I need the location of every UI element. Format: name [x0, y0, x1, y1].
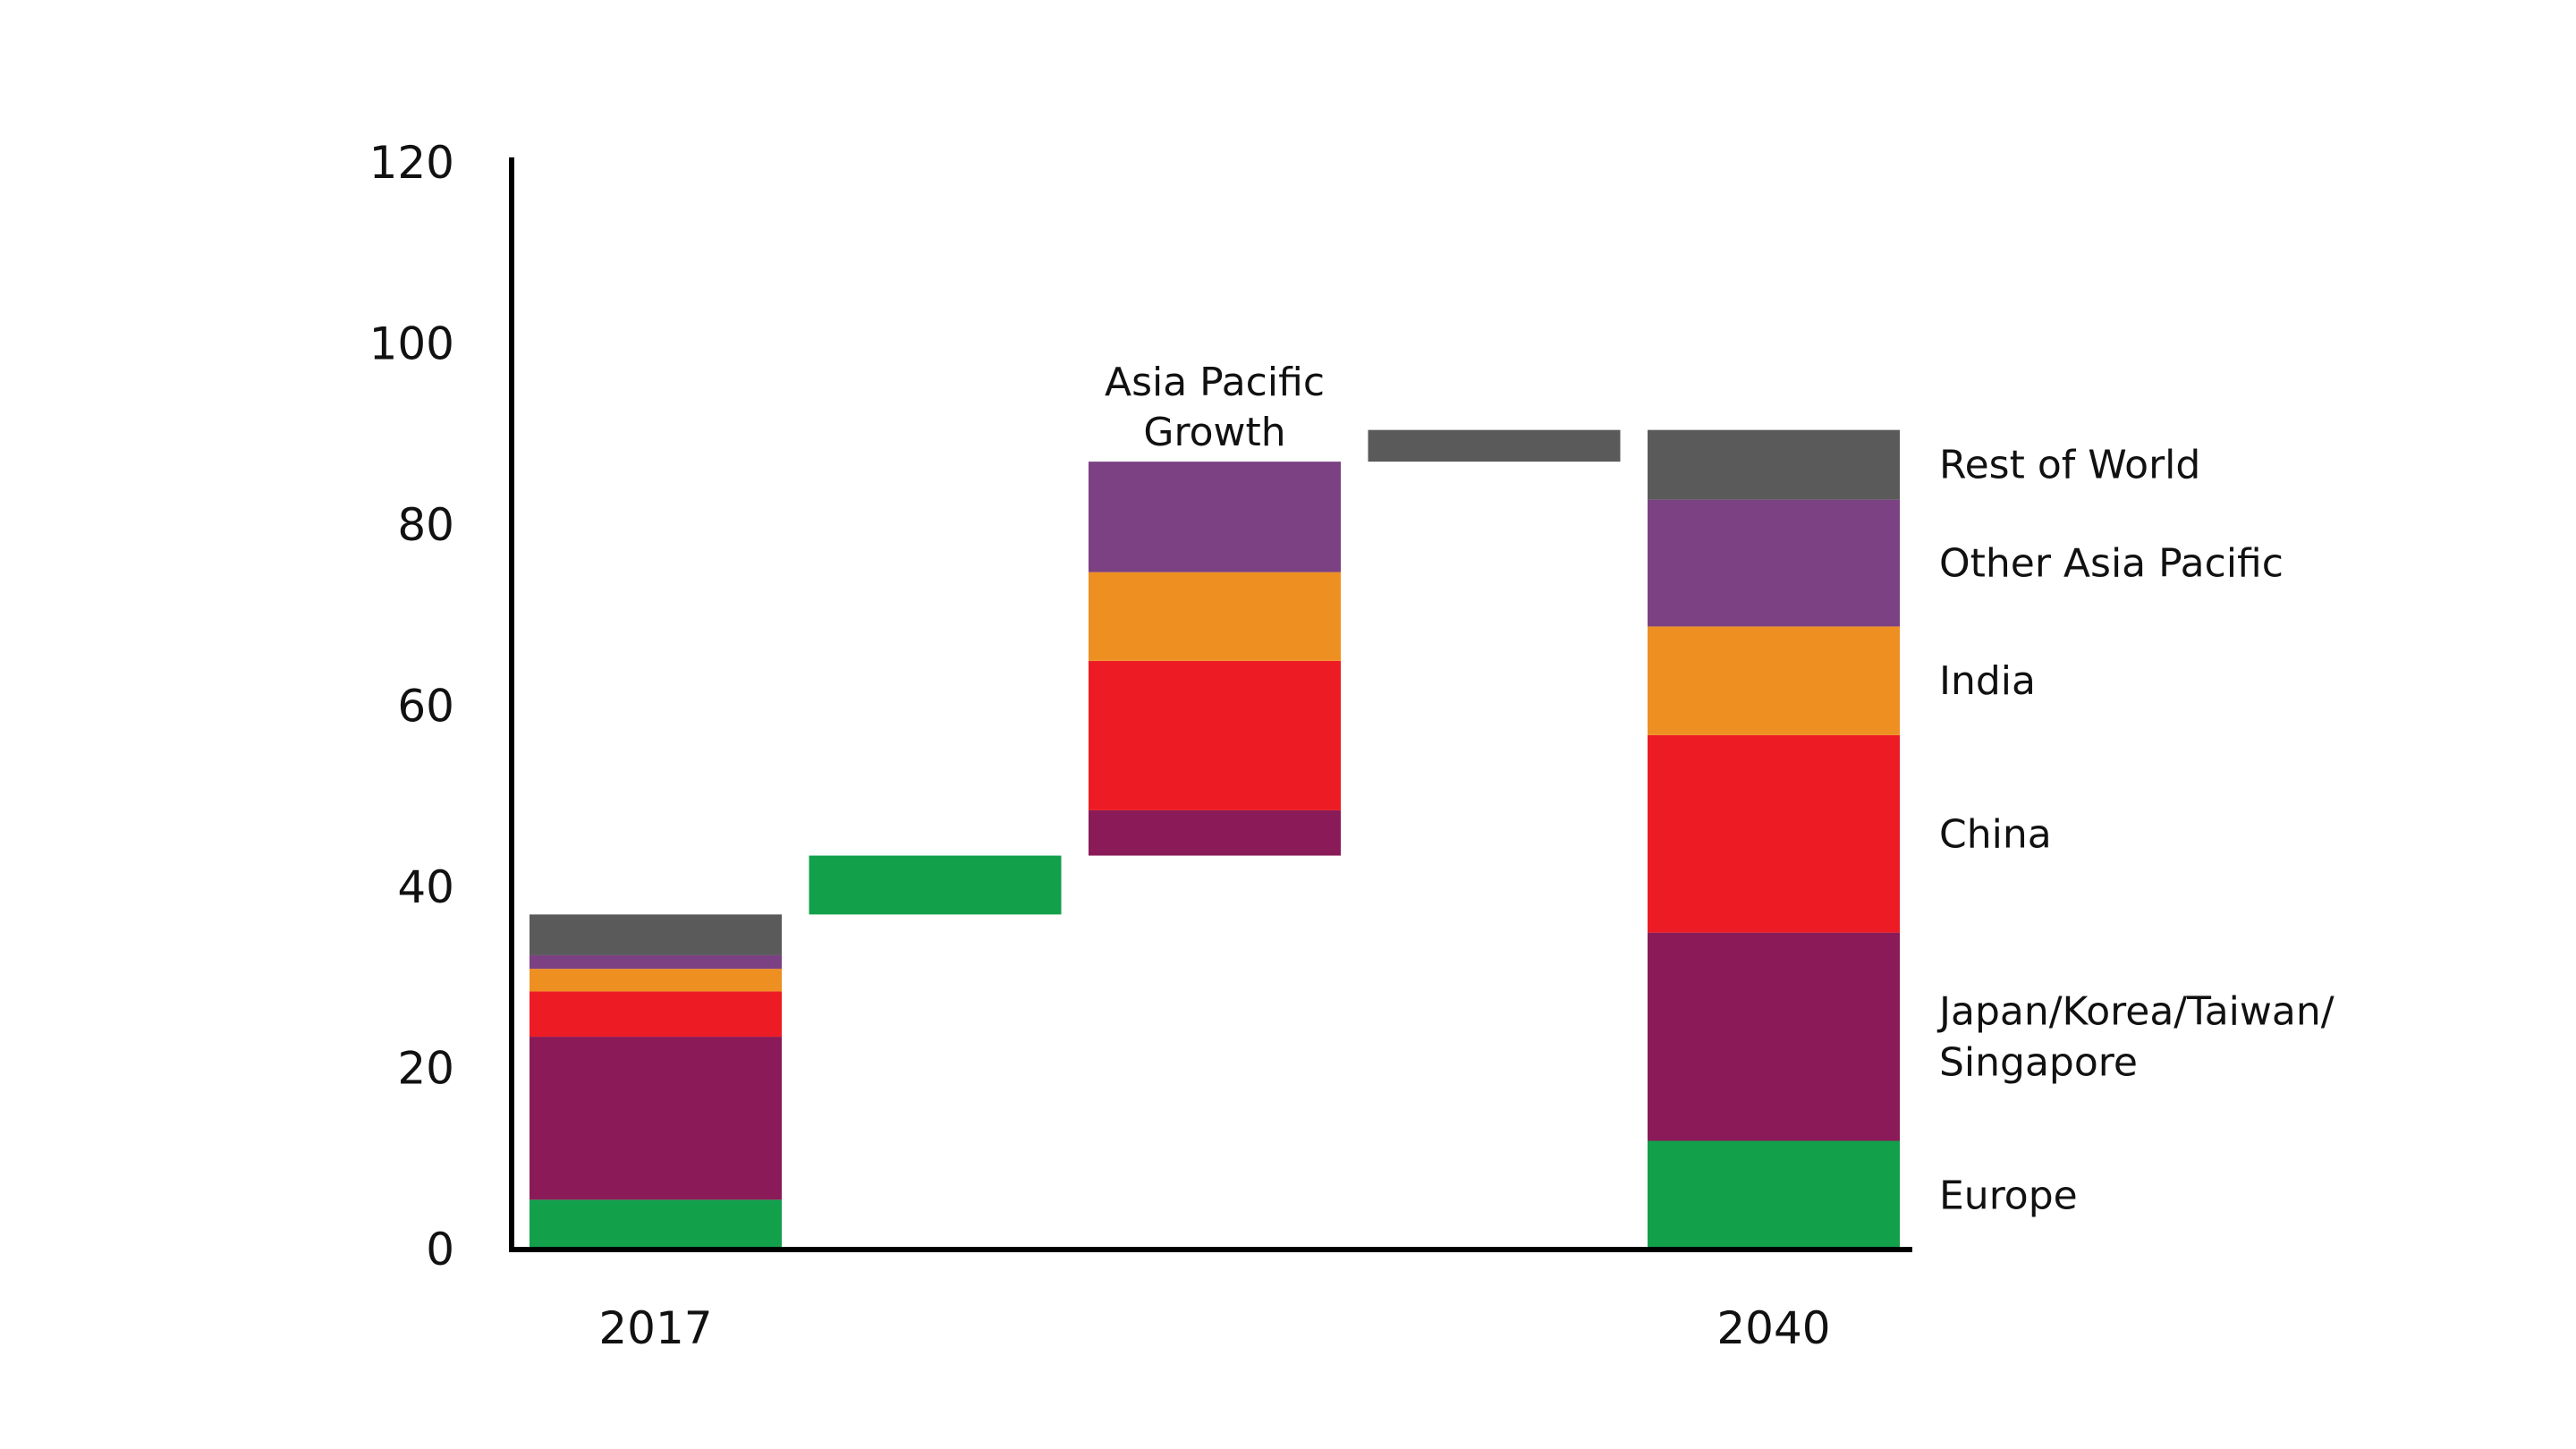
legend-label-other-asia-pacific: Other Asia Pacific [1939, 541, 2284, 587]
bar-segment-other-asia-pacific [530, 954, 782, 970]
legend-label-europe: Europe [1939, 1173, 2078, 1218]
bar-segment-other-asia-pacific [1089, 462, 1341, 572]
legend-label-line: India [1939, 658, 2036, 704]
bar-segment-rest-of-world [1648, 429, 1900, 500]
legend-label-line: Europe [1939, 1173, 2078, 1218]
y-tick-label: 0 [426, 1224, 454, 1275]
annotation-line: Asia Pacific [1105, 360, 1325, 405]
legend-label-line: Japan/Korea/Taiwan/ [1936, 989, 2334, 1035]
bar-segment-china [530, 991, 782, 1038]
x-category-label: 2017 [598, 1302, 712, 1354]
legend: Europe Japan/Korea/Taiwan/Singapore China I… [1936, 443, 2334, 1219]
y-tick-label: 120 [369, 137, 454, 189]
y-tick-label: 40 [397, 861, 454, 913]
y-tick-label: 80 [397, 499, 454, 551]
legend-label-line: Singapore [1939, 1040, 2138, 1086]
bar-segment-europe [1648, 1140, 1900, 1250]
bar-segment-rest-of-world [530, 914, 782, 955]
x-axis-labels: 2017 2040 [598, 1302, 1830, 1354]
bar-segment-india [530, 969, 782, 992]
annotation-line: Growth [1143, 410, 1285, 455]
asia-pacific-growth-annotation: Asia Pacific Growth [1105, 360, 1325, 455]
y-tick-label: 20 [397, 1043, 454, 1095]
legend-label-india: India [1939, 658, 2036, 704]
bar-segment-india [1648, 626, 1900, 735]
bar-segment-japan-korea-taiwan-singapore [1648, 932, 1900, 1141]
legend-label-japan-korea-taiwan-singapore: Japan/Korea/Taiwan/Singapore [1936, 989, 2334, 1086]
bar-segment-china [1648, 734, 1900, 933]
legend-label-line: Rest of World [1939, 443, 2200, 488]
bar-segment-other-asia-pacific [1648, 499, 1900, 627]
legend-label-line: China [1939, 811, 2052, 857]
y-axis-ticks: 0 20 40 60 80 100 120 [369, 137, 454, 1275]
x-category-label: 2040 [1716, 1302, 1830, 1354]
legend-label-line: Other Asia Pacific [1939, 541, 2284, 587]
y-tick-label: 60 [397, 681, 454, 733]
y-tick-label: 100 [369, 318, 454, 370]
bar-segment-europe [809, 855, 1062, 915]
bar-segment-india [1089, 572, 1341, 661]
bar-segment-japan-korea-taiwan-singapore [1089, 809, 1341, 856]
bar-segment-europe [530, 1199, 782, 1250]
chart-bars [530, 429, 1900, 1250]
legend-label-china: China [1939, 811, 2052, 857]
bar-segment-china [1089, 660, 1341, 810]
legend-label-rest-of-world: Rest of World [1939, 443, 2200, 488]
bar-segment-japan-korea-taiwan-singapore [530, 1037, 782, 1200]
bar-segment-rest-of-world [1368, 429, 1621, 462]
